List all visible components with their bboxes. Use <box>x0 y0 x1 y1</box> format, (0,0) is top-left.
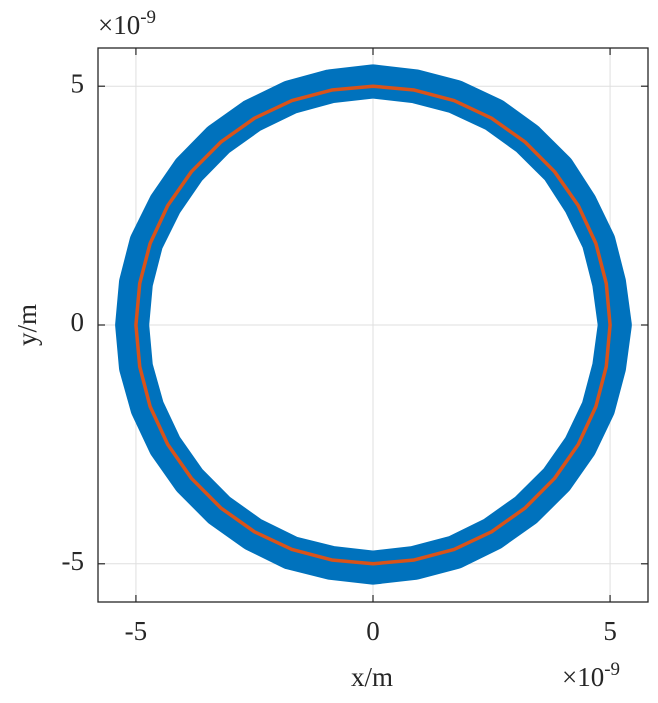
x-multiplier: ×10-9 <box>562 659 620 692</box>
y-multiplier: ×10-9 <box>98 7 156 40</box>
reference-circle <box>134 84 612 566</box>
y-tick-label: -5 <box>62 546 85 576</box>
y-multiplier-exponent: -9 <box>140 7 156 28</box>
x-tick-label: -5 <box>125 616 148 646</box>
x-tick-label: 0 <box>366 616 380 646</box>
y-multiplier-base: ×10 <box>98 10 140 40</box>
x-multiplier-base: ×10 <box>562 662 604 692</box>
y-tick-label: 0 <box>71 307 85 337</box>
trajectory-band <box>115 64 632 585</box>
plot-area <box>115 64 632 585</box>
x-axis-label: x/m <box>351 662 393 692</box>
x-tick-label: 5 <box>603 616 617 646</box>
x-multiplier-exponent: -9 <box>604 659 620 680</box>
grid <box>98 48 648 602</box>
y-tick-label: 5 <box>71 68 85 98</box>
y-axis-label: y/m <box>12 304 42 346</box>
